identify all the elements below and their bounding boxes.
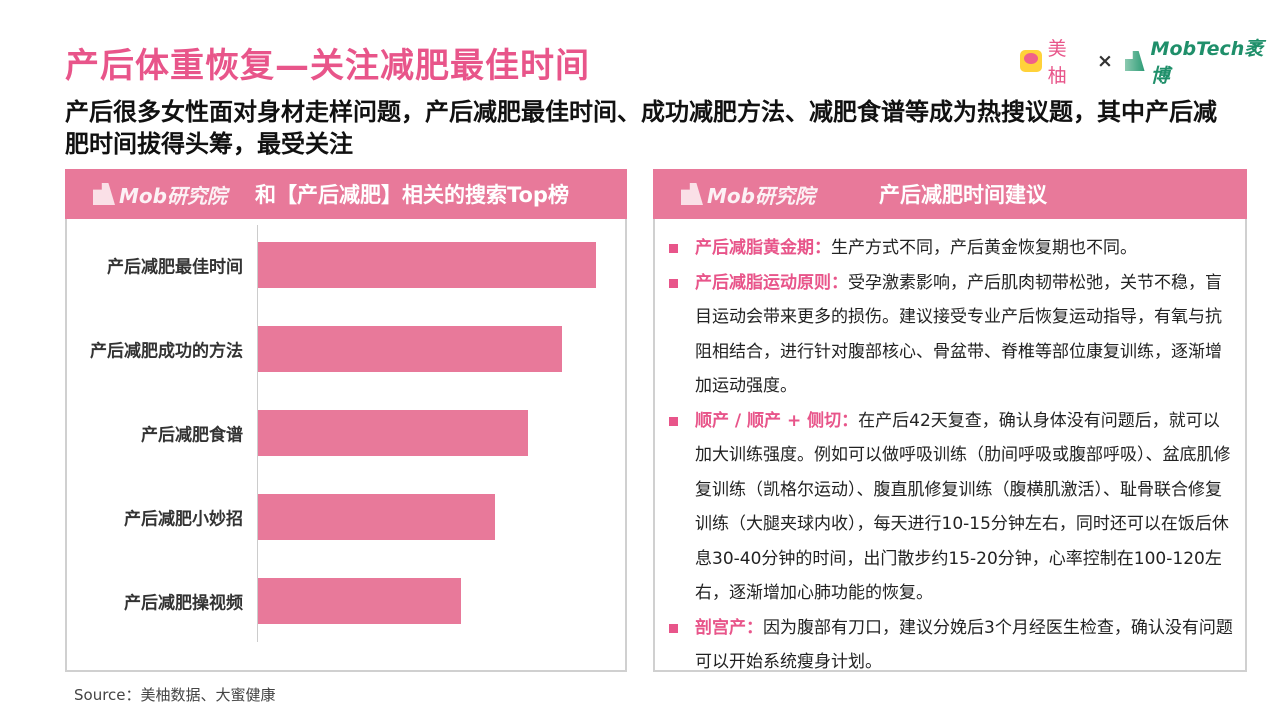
category-label: 产后减肥操视频 [124, 593, 243, 614]
category-label: 产后减肥成功的方法 [90, 341, 243, 362]
panel-header: Mob研究院 和【产后减肥】相关的搜索Top榜 [65, 169, 627, 219]
panel-heading: 和【产后减肥】相关的搜索Top榜 [254, 183, 569, 207]
square-bullet-icon [669, 244, 678, 253]
list-item: 剖宫产：因为腹部有刀口，建议分娩后3个月经医生检查，确认没有问题可以开始系统瘦身… [665, 611, 1233, 680]
bar [258, 242, 596, 288]
mob-logo: Mob研究院 [93, 180, 227, 209]
panel-heading: 产后减肥时间建议 [878, 183, 1047, 207]
list-item: 产后减脂黄金期：生产方式不同，产后黄金恢复期也不同。 [665, 231, 1233, 266]
square-bullet-icon [669, 278, 678, 288]
item-label: 顺产 / 顺产 + 侧切： [695, 410, 859, 431]
category-label: 产后减肥食谱 [141, 425, 243, 446]
source-note: Source：美柚数据、大蜜健康 [74, 686, 276, 704]
panel-header: Mob研究院 产后减肥时间建议 [653, 169, 1247, 219]
mob-building-icon [681, 183, 703, 205]
item-text: 受孕激素影响，产后肌肉韧带松弛，关节不稳，盲目运动会带来更多的损伤。建议接受专业… [695, 272, 1222, 397]
list-item: 产后减脂运动原则：受孕激素影响，产后肌肉韧带松弛，关节不稳，盲目运动会带来更多的… [665, 266, 1233, 404]
category-label: 产后减肥最佳时间 [107, 257, 243, 278]
subtitle: 产后很多女性面对身材走样问题，产后减肥最佳时间、成功减肥方法、减肥食谱等成为热搜… [65, 98, 1217, 158]
square-bullet-icon [669, 623, 678, 633]
mob-logo-text: Mob研究院 [119, 183, 227, 208]
mob-logo: Mob研究院 [681, 180, 815, 209]
item-label: 产后减脂运动原则： [695, 272, 848, 293]
mobtech-logo-text: MobTech袤博 [1150, 38, 1264, 87]
category-label: 产后减肥小妙招 [124, 509, 243, 530]
advice-panel: Mob研究院 产后减肥时间建议 产后减脂黄金期：生产方式不同，产后黄金恢复期也不… [653, 169, 1247, 672]
times-sign: × [1096, 50, 1113, 72]
bar [258, 578, 461, 624]
item-text: 生产方式不同，产后黄金恢复期也不同。 [831, 238, 1137, 258]
meiyou-logo-icon [1020, 50, 1042, 72]
bar-chart: 产后减肥最佳时间产后减肥成功的方法产后减肥食谱产后减肥小妙招 产后减肥操视频 [67, 219, 625, 672]
bar [258, 410, 529, 456]
advice-list: 产后减脂黄金期：生产方式不同，产后黄金恢复期也不同。 产后减脂运动原则：受孕激素… [655, 219, 1245, 680]
search-ranking-panel: Mob研究院 和【产后减肥】相关的搜索Top榜 产后减肥最佳时间产后减肥成功的方… [65, 169, 627, 672]
mob-logo-text: Mob研究院 [707, 183, 815, 208]
item-label: 剖宫产： [695, 617, 763, 638]
item-label: 产后减脂黄金期： [695, 238, 831, 258]
brand-logos: 美柚 × MobTech袤博 [1020, 34, 1280, 88]
mobtech-logo-icon [1124, 51, 1145, 71]
square-bullet-icon [669, 416, 678, 426]
bar [258, 494, 495, 540]
y-axis-line [257, 225, 258, 642]
mob-building-icon [93, 183, 115, 205]
page-title: 产后体重恢复—关注减肥最佳时间 [65, 46, 590, 86]
list-item: 顺产 / 顺产 + 侧切：在产后42天复查，确认身体没有问题后，就可以加大训练强… [665, 404, 1233, 611]
item-text: 因为腹部有刀口，建议分娩后3个月经医生检查，确认没有问题可以开始系统瘦身计划。 [695, 617, 1233, 673]
meiyou-logo-text: 美柚 [1047, 38, 1067, 87]
item-text: 在产后42天复查，确认身体没有问题后，就可以加大训练强度。例如可以做呼吸训练（肋… [695, 410, 1231, 604]
bar [258, 326, 563, 372]
